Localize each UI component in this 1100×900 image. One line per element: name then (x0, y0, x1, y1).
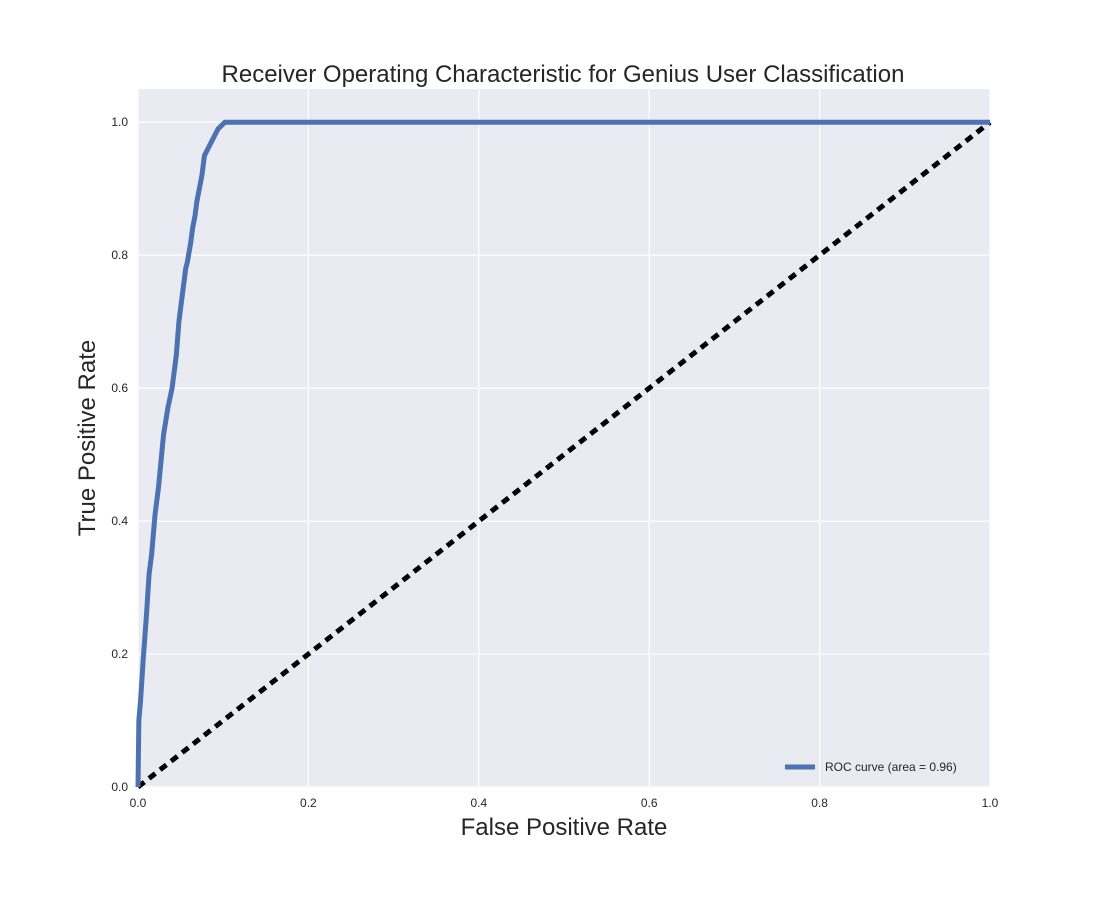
y-tick-label: 0.2 (111, 647, 128, 661)
legend-label-roc: ROC curve (area = 0.96) (825, 760, 957, 774)
x-axis-label: False Positive Rate (461, 814, 668, 841)
y-tick-label: 1.0 (111, 115, 128, 129)
x-tick-label: 0.6 (641, 796, 658, 810)
y-tick-label: 0.6 (111, 381, 128, 395)
plot-area (138, 89, 990, 787)
y-tick-label: 0.8 (111, 248, 128, 262)
x-tick-label: 1.0 (982, 796, 999, 810)
reference-line-group (136, 120, 992, 789)
y-axis-ticks: 0.0 0.2 0.4 0.6 0.8 1.0 (111, 115, 128, 794)
x-tick-label: 0.8 (811, 796, 828, 810)
reference-diagonal-line (136, 120, 992, 789)
chart-title: Receiver Operating Characteristic for Ge… (222, 61, 905, 88)
y-tick-label: 0.4 (111, 514, 128, 528)
y-tick-label: 0.0 (111, 780, 128, 794)
x-axis-ticks: 0.0 0.2 0.4 0.6 0.8 1.0 (130, 796, 999, 810)
roc-curve-group (135, 119, 990, 788)
y-axis-label: True Positive Rate (74, 340, 101, 537)
legend: ROC curve (area = 0.96) (785, 760, 957, 774)
roc-curve-line (135, 119, 990, 788)
x-tick-label: 0.2 (300, 796, 317, 810)
x-tick-label: 0.4 (470, 796, 487, 810)
x-tick-label: 0.0 (130, 796, 147, 810)
